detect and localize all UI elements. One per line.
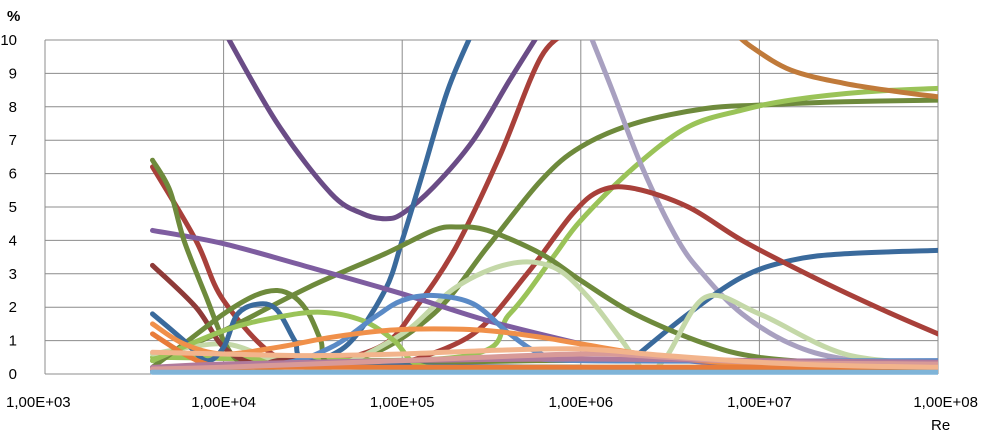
series-line-2: [306, 40, 472, 367]
y-tick-label: 7: [9, 132, 17, 149]
y-tick-label: 4: [9, 232, 17, 249]
y-tick-label: 5: [9, 199, 17, 216]
y-axis-title: %: [7, 8, 20, 25]
x-tick-label: 1,00E+06: [548, 394, 613, 411]
y-tick-label: 10: [0, 32, 17, 49]
y-tick-label: 2: [9, 299, 17, 316]
y-tick-label: 8: [9, 99, 17, 116]
x-tick-label: 1,00E+08: [913, 394, 978, 411]
series-line-7: [589, 40, 938, 370]
y-tick-label: 3: [9, 266, 17, 283]
y-tick-label: 6: [9, 166, 17, 183]
y-tick-label: 1: [9, 333, 17, 350]
x-tick-label: 1,00E+04: [191, 394, 256, 411]
y-tick-label: 0: [9, 366, 17, 383]
series-line-8: [632, 247, 938, 360]
y-tick-label: 9: [9, 65, 17, 82]
series-line-10: [150, 224, 938, 370]
series-layer: [150, 40, 938, 375]
x-tick-label: 1,00E+07: [727, 394, 792, 411]
x-tick-label: 1,00E+05: [370, 394, 435, 411]
x-tick-label: 1,00E+03: [6, 394, 71, 411]
series-line-9: [399, 184, 938, 367]
series-line-1: [226, 40, 538, 222]
series-line-20: [150, 331, 938, 371]
tick-labels: 0 1 2 3 4 5 6 7 8 9 10 1,00E+03 1,00E+04 1,00E+05 1,00…: [0, 32, 978, 411]
series-line-23: [150, 346, 938, 370]
series-line-6: [738, 40, 938, 100]
x-axis-title: Re: [931, 417, 950, 434]
